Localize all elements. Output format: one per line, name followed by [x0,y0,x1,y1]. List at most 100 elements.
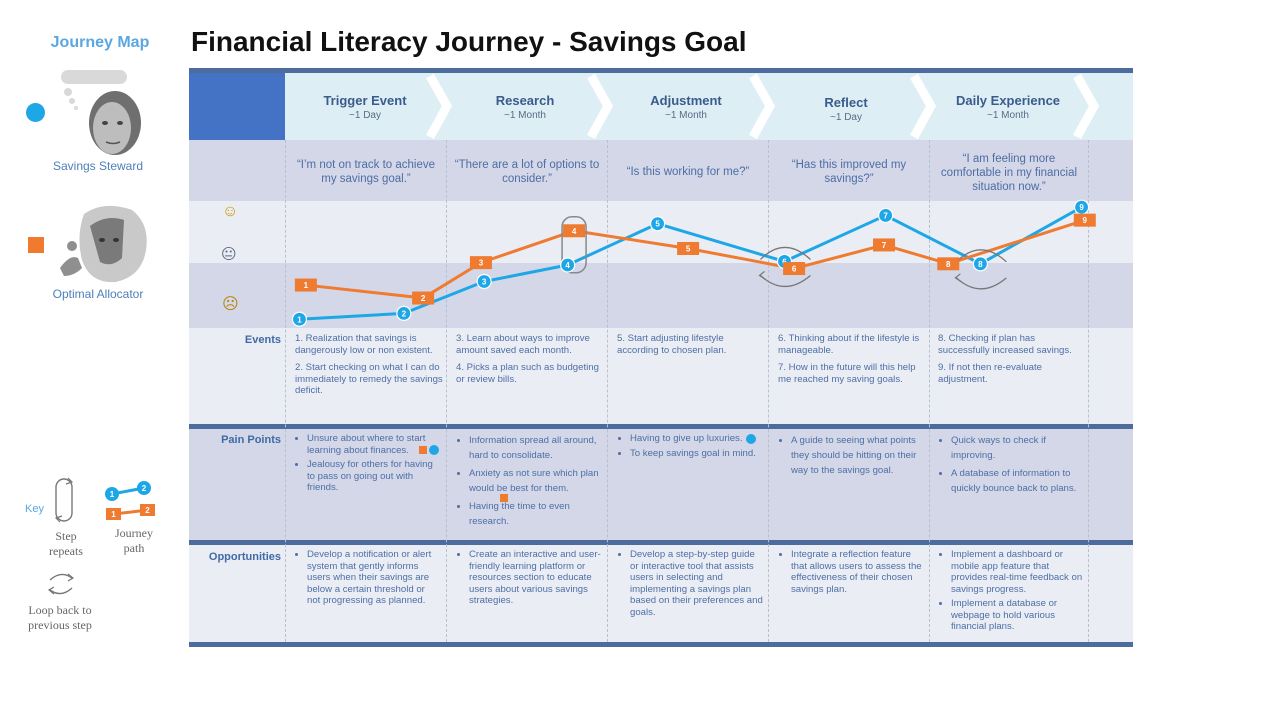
pain-point-item: Having to give up luxuries. [630,433,768,445]
step-number-label: 3 [482,278,487,287]
step-number-label: 1 [297,315,302,324]
savings-steward-step-marker [476,273,492,290]
pain-point-item: A guide to seeing what points they shoul… [791,433,929,478]
pain-point-item: Unsure about where to start learning abo… [307,433,435,456]
step-number-label: 5 [655,220,660,229]
happy-face-icon: ☺ [222,203,239,220]
step-number-label: 9 [1083,216,1088,225]
loop-back-arrow [955,249,1007,263]
pain-points-rule [189,424,1133,429]
persona-1-name: Savings Steward [52,159,144,173]
savings-steward-step-marker [396,305,412,321]
stage-name: Research [495,93,555,108]
step-number-label: 7 [883,211,888,220]
stage-quote: “Has this improved my savings?” [791,159,907,185]
column-divider [1088,140,1089,642]
step-number-label: 8 [946,260,951,269]
key-step-repeats: Step repeats [49,529,83,558]
column-divider [446,140,447,642]
stage-duration: ~1 Day [830,112,862,123]
opportunities-cell: Develop a step-by-step guide or interact… [618,549,763,621]
quote-row [189,140,1133,201]
event-item: 9. If not then re-evaluate adjustment. [938,362,1042,385]
event-item: 6. Thinking about if the lifestyle is ma… [778,333,920,356]
svg-text:1: 1 [111,510,116,519]
events-cell: 1. Realization that savings is dangerous… [295,333,445,403]
optimal-allocator-step-marker [1073,213,1096,227]
step-number-label: 4 [565,261,570,270]
neutral-face-icon: 😐 [221,246,237,263]
row-label-pain-points: Pain Points [221,434,281,446]
stage-chevrons [426,73,1100,140]
optimal-allocator-step-marker [677,241,700,255]
opportunities-cell: Integrate a reflection feature that allo… [779,549,924,598]
pain-points-row [189,429,1133,540]
step-number-label: 5 [686,244,691,253]
savings-steward-step-marker [649,216,666,232]
optimal-allocator-step-marker [563,224,586,238]
event-item: 4. Picks a plan such as budgeting or rev… [456,362,599,385]
stage-quote: “There are a lot of options to consider.… [454,159,600,185]
stage-trigger-event: Trigger Event ~1 Day [290,93,440,121]
optimal-allocator-step-marker [873,238,896,252]
stage-name: Reflect [824,95,868,110]
stage-duration: ~1 Month [504,110,546,121]
savings-steward-step-marker [878,207,894,224]
stage-name: Daily Experience [955,93,1061,108]
emotion-band-happy [189,201,1133,263]
optimal-allocator-step-marker [412,291,435,305]
opportunity-item: Develop a step-by-step guide or interact… [630,549,763,618]
journey-map-grid: Trigger Event ~1 Day Research ~1 Month A… [189,68,1133,648]
optimal-allocator-step-marker [783,262,806,276]
optimal-allocator-marker [500,494,508,502]
persona-2-avatar [60,205,147,283]
column-divider [929,140,930,642]
pain-point-item: A database of information to quickly bou… [951,466,1089,496]
step-number-label: 8 [978,260,983,269]
opportunity-item: Create an interactive and user-friendly … [469,549,602,607]
pain-point-item: Quick ways to check if improving. [951,433,1089,463]
svg-text:2: 2 [142,484,147,493]
column-divider [607,140,608,642]
bottom-rule [189,642,1133,647]
loop-back-arrow [955,277,1007,290]
events-cell: 6. Thinking about if the lifestyle is ma… [778,333,928,391]
loop-back-arrow [760,274,811,288]
event-item: 5. Start adjusting lifestyle according t… [617,333,727,356]
stage-reflect: Reflect ~1 Day [771,95,921,123]
event-item: 3. Learn about ways to improve amount sa… [456,333,590,356]
events-row [189,328,1133,424]
optimal-allocator-step-marker [937,257,960,271]
opportunities-rule [189,540,1133,545]
stage-quote: “I’m not on track to achieve my savings … [296,159,436,185]
step-repeat-marker [561,216,587,274]
page-title: Financial Literacy Journey - Savings Goa… [191,26,747,57]
opportunity-item: Implement a dashboard or mobile app feat… [951,549,1084,595]
opportunities-cell: Develop a notification or alert system t… [295,549,440,610]
pain-point-item: Anxiety as not sure which plan would be … [469,466,607,496]
step-number-label: 2 [421,294,426,303]
step-number-label: 4 [572,227,577,236]
step-repeat-icon [54,477,74,523]
column-divider [285,140,286,642]
stage-adjustment: Adjustment ~1 Month [611,93,761,121]
opportunities-cell: Implement a dashboard or mobile app feat… [939,549,1084,636]
opportunity-item: Implement a database or webpage to hold … [951,598,1084,633]
persona-1-avatar [61,70,141,155]
event-item: 8. Checking if plan has successfully inc… [938,333,1072,356]
sidebar-title: Journey Map [50,34,150,51]
journey-path-icon: 1 2 1 2 [105,481,155,520]
row-label-opportunities: Opportunities [208,551,281,563]
step-number-label: 3 [479,259,484,268]
events-cell: 5. Start adjusting lifestyle according t… [617,333,767,362]
key-label: Key [25,503,44,515]
stage-quote: “Is this working for me?” [626,166,750,178]
opportunities-cell: Create an interactive and user-friendly … [457,549,602,610]
optimal-allocator-step-marker [469,256,492,270]
stage-duration: ~1 Month [987,110,1029,121]
stage-name: Adjustment [650,93,722,108]
opportunity-item: Integrate a reflection feature that allo… [791,549,924,595]
step-number-label: 9 [1079,203,1084,212]
event-item: 2. Start checking on what I can do immed… [295,362,443,396]
pain-points-cell: Information spread all around, hard to c… [457,433,607,532]
